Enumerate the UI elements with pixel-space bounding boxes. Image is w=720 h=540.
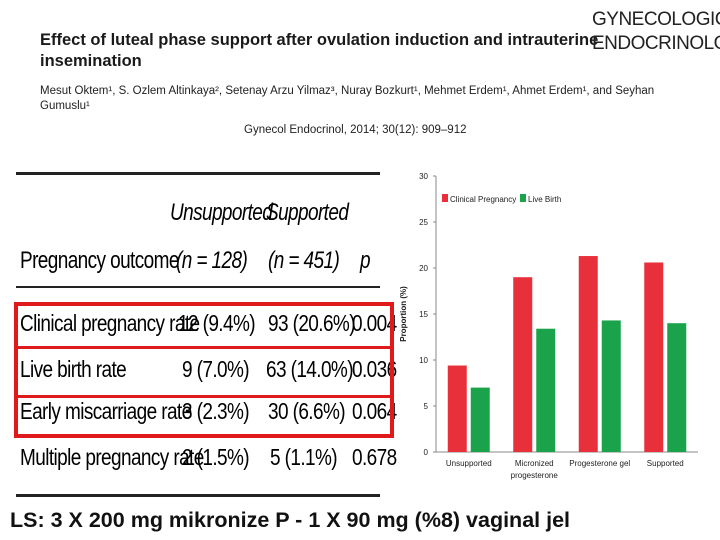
header-p: p (360, 248, 371, 275)
chart-x-tick-label: Supported (647, 459, 684, 468)
table-row-unsupported: 3 (2.3%) (182, 400, 250, 426)
chart-y-tick-label: 5 (424, 402, 429, 411)
chart-bar (601, 320, 621, 452)
chart-y-label: Proportion (%) (399, 286, 408, 342)
journal-logo-line2: ENDOCRINOLOGY (592, 33, 720, 54)
highlight-box (14, 302, 394, 438)
chart-bar (644, 262, 664, 452)
outcome-chart: 0 5 10 15 20 25 30 Unsupported Micronized proges… (399, 172, 698, 480)
legend-swatch (442, 194, 448, 202)
chart-y-tick-label: 0 (424, 448, 429, 457)
table-bottom-rule (16, 494, 380, 497)
table-row-outcome: Early miscarriage rate (20, 400, 192, 426)
chart-y-tick-label: 30 (419, 172, 428, 181)
chart-bar (513, 277, 533, 452)
table-row-outcome: Clinical pregnancy rate (20, 312, 200, 338)
header-outcome: Pregnancy outcome (20, 248, 179, 275)
paper-title: Effect of luteal phase support after ovu… (40, 31, 599, 70)
chart-bar (536, 328, 556, 452)
table-row-p: 0.036 (352, 358, 397, 384)
table-row-supported: 93 (20.6%) (268, 312, 356, 338)
legend-swatch (520, 194, 526, 202)
highlight-divider (14, 346, 394, 349)
header-n-unsupported: (n = 128) (176, 248, 248, 275)
paper-authors: Mesut Oktem¹, S. Ozlem Altinkaya², Seten… (40, 85, 655, 112)
journal-logo-line1: GYNECOLOGICAL (592, 9, 720, 30)
table-row-unsupported: 12 (9.4%) (178, 312, 256, 338)
paper-citation: Gynecol Endocrinol, 2014; 30(12): 909–91… (244, 124, 467, 136)
highlight-divider (14, 395, 394, 398)
chart-bar (578, 256, 598, 452)
table-row-supported: 63 (14.0%) (266, 358, 354, 384)
table-row-supported: 5 (1.1%) (270, 446, 338, 472)
chart-y-tick-label: 15 (419, 310, 428, 319)
journal-logo: GYNECOLOGICAL ENDOCRINOLOGY (592, 8, 720, 56)
chart-bar (667, 323, 687, 452)
chart-y-tick-label: 25 (419, 218, 428, 227)
table-row-p: 0.678 (352, 446, 397, 472)
table-top-rule (16, 172, 380, 175)
table-row-unsupported: 9 (7.0%) (182, 358, 250, 384)
chart-bar (447, 365, 467, 452)
chart-y-tick-label: 10 (419, 356, 428, 365)
table-row-outcome: Multiple pregnancy rate (20, 446, 204, 472)
chart-x-tick-label: Unsupported (446, 459, 492, 468)
table-row-p: 0.004 (352, 312, 397, 338)
legend-label: Live Birth (528, 195, 561, 204)
table-row-outcome: Live birth rate (20, 358, 127, 384)
header-unsupported: Unsupported (170, 200, 273, 227)
legend-label: Clinical Pregnancy (450, 195, 516, 204)
table-header-rule (16, 286, 380, 288)
footer-note: LS: 3 X 200 mg mikronize P - 1 X 90 mg (… (10, 508, 570, 532)
table-row-supported: 30 (6.6%) (268, 400, 346, 426)
table-row-p: 0.064 (352, 400, 397, 426)
chart-y-tick-label: 20 (419, 264, 428, 273)
chart-bar (470, 387, 490, 452)
table-row-unsupported: 2 (1.5%) (182, 446, 250, 472)
header-n-supported: (n = 451) (268, 248, 340, 275)
chart-x-tick-label: Progesterone gel (569, 459, 630, 468)
header-supported: Supported (266, 200, 349, 227)
chart-x-tick-label: Micronized progesterone (511, 459, 559, 480)
